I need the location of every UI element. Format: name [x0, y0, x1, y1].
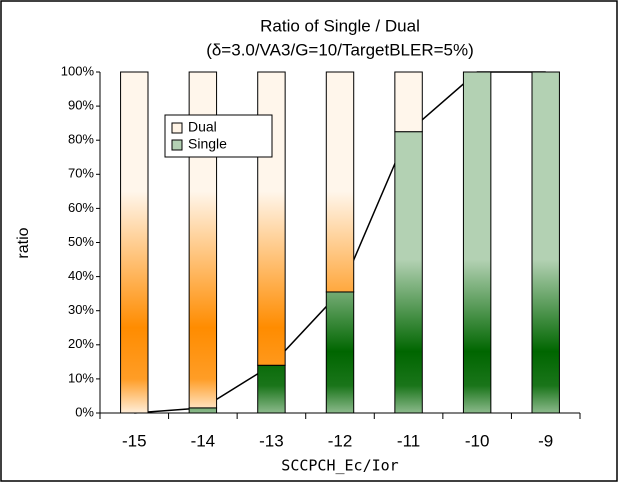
- legend-swatch: [171, 139, 183, 151]
- legend-label: Dual: [188, 119, 217, 135]
- bar-segment: [325, 71, 355, 293]
- x-tick-label: -9: [538, 431, 553, 450]
- bar-segment: [257, 364, 286, 414]
- x-tick-label: -13: [259, 431, 284, 450]
- y-tick-label: 10%: [68, 370, 94, 385]
- chart-subtitle: (δ=3.0/VA3/G=10/TargetBLER=5%): [206, 40, 474, 59]
- y-tick-label: 30%: [68, 302, 94, 317]
- y-tick-label: 80%: [68, 132, 94, 147]
- x-tick-label: -15: [122, 431, 147, 450]
- bar-segment: [462, 71, 492, 414]
- legend-swatch: [171, 122, 183, 134]
- x-axis-label: SCCPCH_Ec/Ior: [281, 457, 398, 475]
- y-axis-label: ratio: [15, 227, 32, 258]
- y-tick-label: 50%: [68, 234, 94, 249]
- x-tick-label: -11: [397, 431, 420, 450]
- bar-segment: [325, 291, 355, 414]
- bar-segment: [394, 131, 423, 414]
- bar-segment: [531, 71, 560, 414]
- x-tick-label: -12: [328, 431, 353, 450]
- y-tick-label: 70%: [68, 166, 94, 181]
- y-tick-label: 20%: [68, 336, 94, 351]
- bar-segment: [120, 71, 149, 414]
- y-tick-label: 90%: [68, 98, 94, 113]
- y-tick-label: 60%: [68, 200, 94, 215]
- bar-segment: [188, 407, 218, 414]
- legend-box: [164, 114, 273, 158]
- chart-title: Ratio of Single / Dual: [260, 16, 420, 35]
- y-tick-label: 0%: [75, 404, 94, 419]
- x-tick-label: -10: [465, 431, 490, 450]
- legend-label: Single: [188, 136, 227, 152]
- y-tick-label: 100%: [61, 63, 95, 78]
- x-tick-label: -14: [191, 431, 216, 450]
- bar-segment: [394, 71, 423, 133]
- y-tick-label: 40%: [68, 268, 94, 283]
